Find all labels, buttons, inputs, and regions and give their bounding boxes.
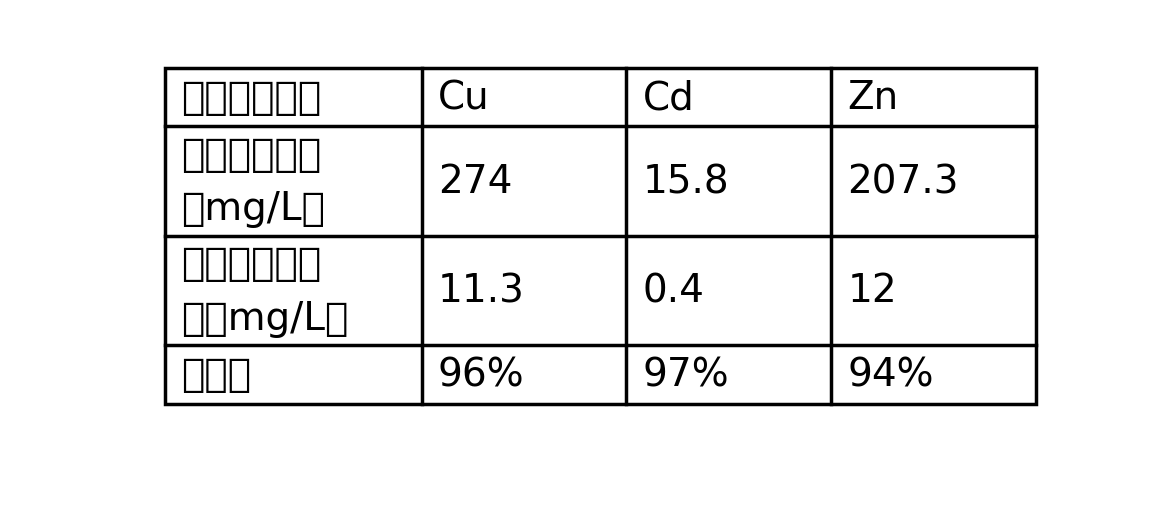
- Text: 修复后浸出浓
度（mg/L）: 修复后浸出浓 度（mg/L）: [180, 245, 348, 337]
- Text: 0.4: 0.4: [643, 272, 705, 310]
- Text: 97%: 97%: [643, 356, 730, 393]
- Text: 274: 274: [438, 163, 512, 201]
- Text: 207.3: 207.3: [848, 163, 959, 201]
- Text: Cd: Cd: [643, 79, 694, 117]
- Text: 稳定率: 稳定率: [180, 356, 251, 393]
- Text: Cu: Cu: [438, 79, 489, 117]
- Text: 12: 12: [848, 272, 897, 310]
- Text: Zn: Zn: [848, 79, 898, 117]
- Text: 初始浸出浓度
（mg/L）: 初始浸出浓度 （mg/L）: [180, 135, 324, 228]
- Bar: [164, 69, 1036, 404]
- Text: 15.8: 15.8: [643, 163, 730, 201]
- Text: 94%: 94%: [848, 356, 933, 393]
- Text: 96%: 96%: [438, 356, 525, 393]
- Text: 11.3: 11.3: [438, 272, 525, 310]
- Text: 主要污染元素: 主要污染元素: [180, 79, 321, 117]
